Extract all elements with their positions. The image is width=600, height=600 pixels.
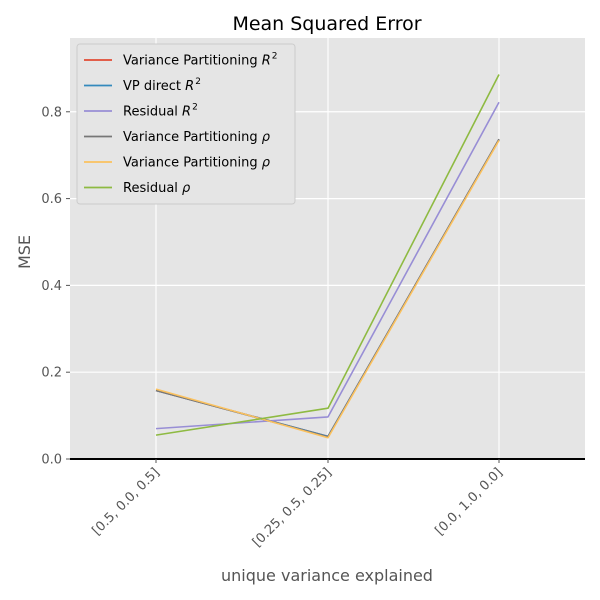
chart-title: Mean Squared Error	[232, 13, 421, 35]
y-tick-label: 0.6	[41, 192, 62, 207]
series-line-5	[155, 140, 500, 439]
series-lines	[155, 74, 500, 439]
legend-label: Variance Partitioning ρ	[123, 130, 271, 145]
legend-label: VP direct R2	[123, 77, 201, 94]
legend-label: Variance Partitioning R2	[123, 52, 277, 69]
x-tick-label: [0.25, 0.5, 0.25]	[250, 465, 335, 550]
x-axis-label: unique variance explained	[221, 566, 433, 585]
y-tick-label: 0.2	[41, 366, 62, 381]
y-tick-label: 0.8	[41, 105, 62, 120]
y-axis-label: MSE	[15, 235, 34, 269]
x-tick-label: [0.5, 0.0, 0.5]	[89, 465, 162, 538]
y-axis-ticks: 0.0 0.2 0.4 0.6 0.8	[41, 105, 70, 468]
x-tick-label: [0.0, 1.0, 0.0]	[432, 465, 505, 538]
y-tick-label: 0.0	[41, 453, 62, 468]
series-line-3	[155, 101, 500, 430]
x-axis-ticks: [0.5, 0.0, 0.5] [0.25, 0.5, 0.25] [0.0, 1.…	[89, 459, 506, 550]
legend-box	[76, 43, 296, 205]
y-tick-label: 0.4	[41, 279, 62, 294]
legend-label: Residual R2	[123, 103, 198, 120]
legend-label: Variance Partitioning ρ	[123, 156, 271, 171]
legend-label: Residual ρ	[123, 181, 191, 196]
series-line-6	[155, 74, 500, 436]
legend: Variance Partitioning R2 VP direct R2 Resi…	[76, 43, 296, 205]
